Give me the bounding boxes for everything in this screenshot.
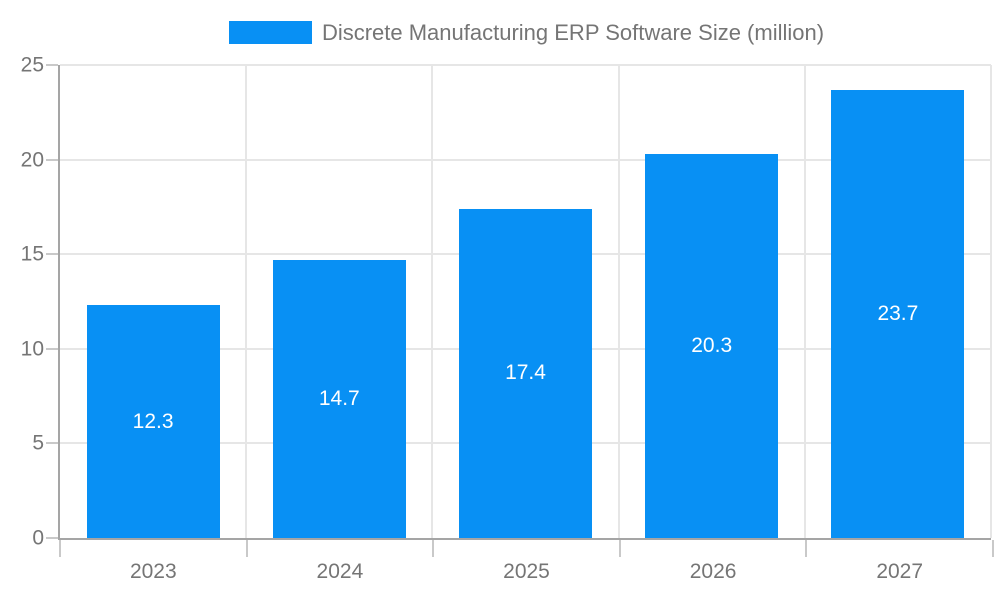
y-tick-label: 5 bbox=[32, 431, 44, 455]
gridline-vertical bbox=[990, 65, 992, 538]
x-axis-tick bbox=[59, 540, 61, 557]
y-axis-tick bbox=[46, 64, 58, 66]
legend: Discrete Manufacturing ERP Software Size… bbox=[60, 20, 993, 45]
gridline-horizontal bbox=[60, 158, 991, 161]
x-axis-tick bbox=[805, 540, 808, 557]
y-axis-tick bbox=[46, 442, 58, 445]
x-tick-label: 2027 bbox=[876, 560, 924, 583]
x-axis-tick bbox=[618, 540, 621, 557]
x-axis-ticks bbox=[59, 540, 994, 557]
x-axis-tick bbox=[245, 540, 248, 557]
y-axis-ticks bbox=[46, 64, 58, 539]
bar-value-label: 14.7 bbox=[318, 386, 360, 410]
x-axis-tick bbox=[992, 540, 994, 557]
x-tick-label: 2025 bbox=[503, 560, 550, 583]
bar-value-label: 23.7 bbox=[877, 301, 919, 325]
gridline-vertical bbox=[803, 65, 806, 538]
y-tick-label: 15 bbox=[20, 242, 44, 266]
legend-label: Discrete Manufacturing ERP Software Size… bbox=[321, 19, 825, 45]
gridline-horizontal bbox=[60, 64, 991, 66]
bar: 20.3 bbox=[645, 153, 779, 538]
x-tick-label: 2023 bbox=[129, 560, 177, 583]
y-axis-tick bbox=[46, 253, 58, 256]
y-axis-tick bbox=[46, 537, 58, 539]
y-axis-tick bbox=[46, 347, 58, 350]
x-tick-label: 2024 bbox=[316, 560, 364, 583]
y-axis-labels: 0 5 10 15 20 25 bbox=[0, 55, 44, 549]
y-axis-tick bbox=[46, 158, 58, 161]
gridline-vertical bbox=[617, 65, 620, 538]
plot-area: 12.3 14.7 17.4 20.3 23.7 bbox=[58, 64, 992, 540]
y-tick-label: 0 bbox=[32, 526, 44, 550]
x-axis-tick bbox=[432, 540, 435, 557]
gridline-vertical bbox=[431, 65, 434, 538]
y-tick-label: 25 bbox=[20, 53, 44, 77]
x-axis-labels: 2023 2024 2025 2026 2027 bbox=[60, 560, 993, 590]
x-tick-label: 2026 bbox=[689, 560, 737, 583]
bar-value-label: 20.3 bbox=[691, 333, 733, 357]
bar-value-label: 17.4 bbox=[505, 361, 546, 385]
bar-value-label: 12.3 bbox=[132, 409, 174, 433]
y-tick-label: 20 bbox=[20, 148, 44, 172]
legend-swatch bbox=[228, 21, 312, 44]
y-tick-label: 10 bbox=[20, 337, 44, 361]
bar: 23.7 bbox=[831, 89, 965, 538]
bar: 17.4 bbox=[459, 208, 592, 538]
bar: 12.3 bbox=[86, 305, 220, 538]
gridline-vertical bbox=[245, 65, 248, 538]
bar: 14.7 bbox=[272, 259, 406, 538]
